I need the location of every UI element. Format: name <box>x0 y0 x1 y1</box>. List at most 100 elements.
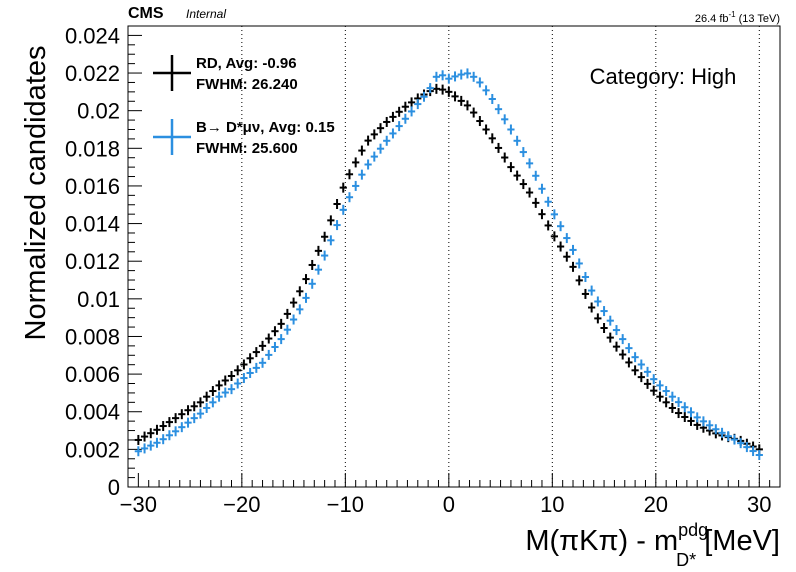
data-point <box>581 288 590 299</box>
data-point <box>358 145 366 156</box>
data-point <box>265 333 273 344</box>
data-point <box>159 434 167 445</box>
lumi-exponent: -1 <box>729 10 737 19</box>
data-point <box>476 116 484 127</box>
data-point <box>706 420 714 431</box>
data-point <box>550 231 558 242</box>
data-point <box>308 278 316 289</box>
data-point <box>594 296 602 307</box>
data-point <box>532 197 540 208</box>
data-point <box>662 397 670 408</box>
data-point <box>314 245 323 256</box>
data-point <box>631 365 639 376</box>
data-point <box>140 443 149 454</box>
data-point <box>178 422 186 433</box>
data-point <box>364 159 372 170</box>
y-tick-label: 0.016 <box>65 174 120 199</box>
lumi-energy: (13 TeV) <box>739 13 780 25</box>
data-point <box>650 374 658 385</box>
y-tick-label: 0.002 <box>65 437 120 462</box>
plot-frame <box>127 25 781 488</box>
data-point <box>612 325 621 336</box>
y-tick-label: 0.008 <box>65 324 120 349</box>
data-point <box>612 341 621 352</box>
y-tick-label: 0.022 <box>65 61 120 86</box>
legend: RD, Avg: -0.96 FWHM: 26.240 B→ D*μν, Avg… <box>153 55 335 157</box>
data-point <box>432 83 441 94</box>
data-point <box>519 147 527 158</box>
data-point <box>383 116 391 127</box>
legend-marker-mc <box>153 119 191 155</box>
data-point <box>289 297 298 308</box>
data-point <box>439 70 447 81</box>
data-point <box>165 417 174 428</box>
data-point <box>352 157 360 168</box>
data-point <box>420 91 428 102</box>
data-point <box>476 77 484 88</box>
y-axis-title: Normalized candidates <box>20 46 52 341</box>
data-point <box>619 349 627 360</box>
data-point <box>712 424 720 435</box>
x-axis-title-unit: [MeV] <box>696 525 780 557</box>
data-point <box>345 169 354 180</box>
data-point <box>538 183 546 194</box>
data-point <box>749 446 757 457</box>
data-point <box>482 124 490 135</box>
data-point <box>619 334 627 345</box>
data-point <box>395 106 403 117</box>
data-point <box>538 209 546 220</box>
data-point <box>172 413 180 424</box>
data-point <box>457 95 465 106</box>
data-point <box>327 215 335 226</box>
data-point <box>656 380 664 391</box>
data-point <box>401 113 409 124</box>
data-point <box>600 306 608 317</box>
data-point <box>699 416 708 427</box>
x-tick-label: 0 <box>443 492 455 517</box>
x-axis-title-sup: pdg <box>678 520 708 540</box>
data-point <box>327 235 335 246</box>
legend-marker-rd <box>153 55 191 91</box>
data-point <box>395 121 403 132</box>
data-point <box>532 170 540 181</box>
data-point <box>345 192 354 203</box>
data-point <box>600 323 608 334</box>
data-point <box>407 106 416 117</box>
data-point <box>488 133 496 144</box>
data-point <box>190 401 198 412</box>
data-point <box>643 378 652 389</box>
data-point <box>519 179 527 190</box>
data-point <box>234 378 242 389</box>
data-point <box>606 315 614 326</box>
data-point <box>227 384 236 395</box>
x-axis-title-main: M(πKπ) - m <box>525 525 678 557</box>
data-point <box>488 94 496 105</box>
x-axis-title-sub: D* <box>676 550 696 570</box>
data-point <box>277 318 285 329</box>
legend-rd-line1: RD, Avg: -0.96 <box>196 55 297 72</box>
data-point <box>544 220 552 231</box>
data-point <box>296 286 304 297</box>
data-point <box>389 111 397 122</box>
data-point <box>575 258 583 269</box>
data-point <box>352 180 360 191</box>
data-point <box>333 199 341 210</box>
data-point <box>314 264 323 275</box>
x-tick-label: −10 <box>327 492 364 517</box>
data-point <box>172 426 180 437</box>
legend-mc-line2: FWHM: 25.600 <box>196 140 298 157</box>
data-point <box>209 386 217 397</box>
data-point <box>333 220 341 231</box>
data-point <box>482 85 490 96</box>
data-point <box>240 359 248 370</box>
data-point <box>674 408 683 419</box>
data-point <box>184 417 192 428</box>
y-tick-label: 0.012 <box>65 249 120 274</box>
data-point <box>730 434 739 445</box>
x-tick-label: 20 <box>644 492 668 517</box>
data-point <box>321 250 329 261</box>
data-point <box>134 446 142 457</box>
data-point <box>668 402 676 413</box>
data-point <box>445 86 453 97</box>
